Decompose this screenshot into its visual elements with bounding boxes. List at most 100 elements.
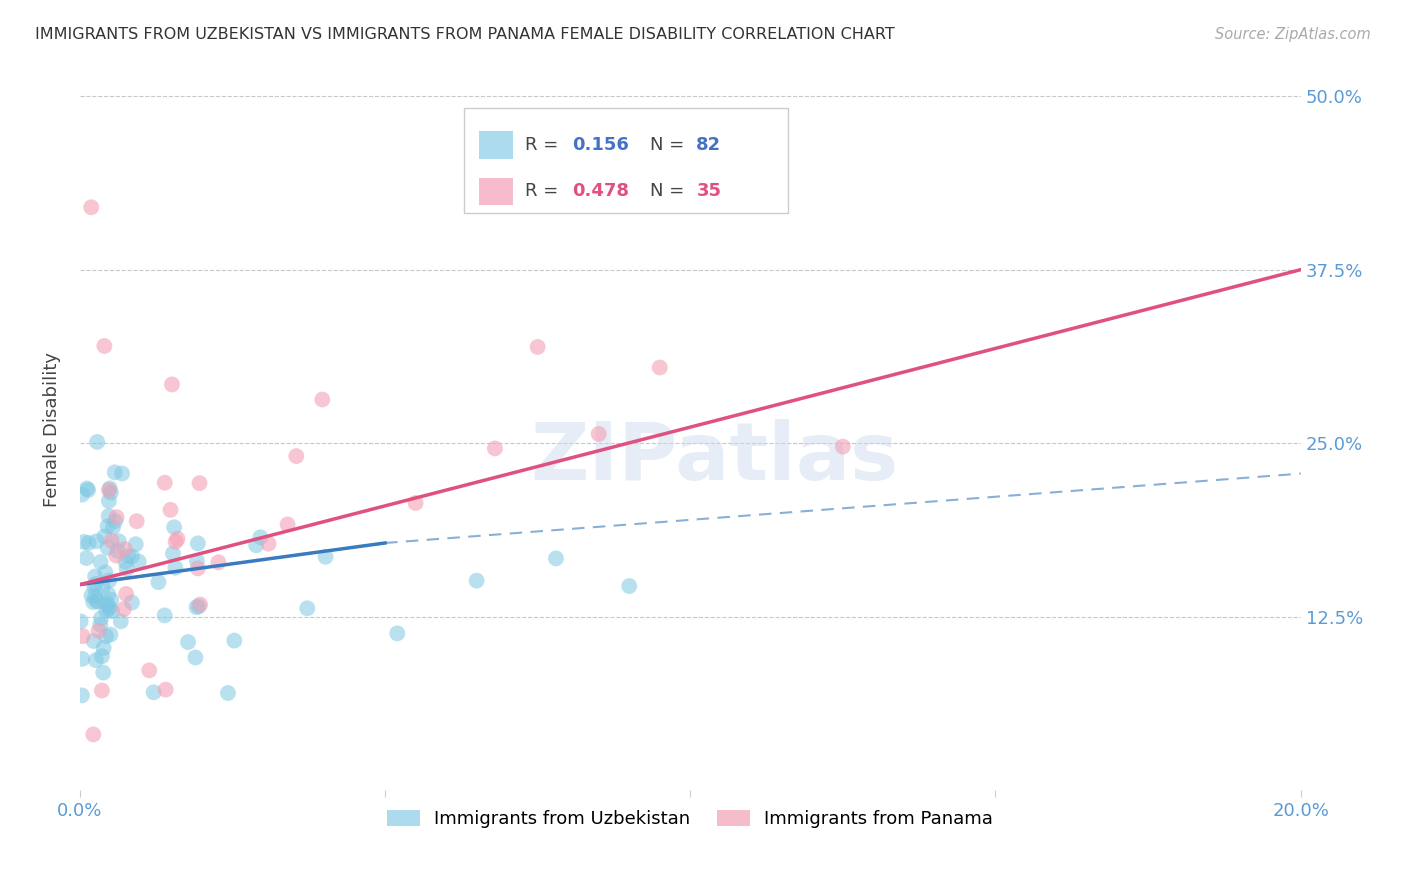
Point (100, 533, 122, 548)
Point (245, 538, 267, 552)
Point (84, 590, 107, 604)
Point (187, 561, 209, 575)
Point (387, 626, 409, 640)
Point (101, 520, 124, 534)
Point (207, 555, 229, 569)
Point (75, 551, 97, 566)
Point (121, 595, 143, 609)
Point (104, 466, 127, 480)
Point (217, 686, 239, 700)
Point (82, 727, 104, 741)
Point (277, 517, 299, 532)
Point (160, 377, 183, 392)
Point (121, 549, 143, 564)
Point (142, 685, 165, 699)
Point (105, 510, 128, 524)
Point (73, 535, 96, 549)
Point (77, 536, 100, 550)
Point (153, 608, 176, 623)
Point (315, 549, 337, 564)
Point (82, 595, 104, 609)
Point (91, 580, 114, 594)
Point (98, 601, 121, 615)
Point (86, 434, 108, 449)
Point (96, 597, 118, 611)
Point (128, 555, 150, 569)
Point (96, 604, 118, 618)
Point (187, 536, 209, 550)
Point (98, 574, 121, 588)
Point (224, 633, 246, 648)
Point (70, 652, 93, 666)
Point (465, 574, 488, 588)
Point (69, 615, 91, 629)
Point (100, 627, 122, 641)
Point (186, 600, 208, 615)
Point (117, 549, 139, 563)
Point (80, 200, 103, 214)
Point (83, 580, 105, 594)
Point (80, 589, 103, 603)
Point (405, 496, 427, 510)
Point (163, 520, 186, 534)
Point (90, 555, 112, 569)
Point (86, 534, 108, 549)
Point (165, 561, 187, 575)
Point (97, 494, 120, 508)
Point (831, 440, 853, 454)
Text: Source: ZipAtlas.com: Source: ZipAtlas.com (1215, 27, 1371, 42)
Point (544, 551, 567, 566)
Point (97, 519, 120, 533)
Point (72, 629, 94, 643)
Bar (479, 131, 513, 159)
Point (105, 549, 128, 563)
Point (114, 542, 136, 557)
Point (257, 537, 280, 551)
Text: 82: 82 (696, 136, 721, 154)
Point (94, 566, 117, 580)
Bar (464, 108, 787, 213)
Point (187, 599, 209, 614)
Point (249, 530, 271, 544)
Point (97, 483, 120, 498)
Point (125, 514, 148, 528)
Point (188, 598, 211, 612)
Text: 0.478: 0.478 (572, 182, 628, 200)
Point (97, 541, 120, 555)
Point (177, 635, 200, 649)
Point (84, 577, 107, 591)
Point (93, 339, 115, 353)
Point (97, 599, 120, 614)
Point (110, 615, 132, 629)
Point (526, 340, 548, 354)
Point (186, 554, 208, 568)
Point (111, 467, 134, 481)
Point (97, 587, 120, 601)
Point (112, 602, 135, 616)
Point (285, 449, 308, 463)
Y-axis label: Female Disability: Female Disability (44, 351, 60, 507)
Point (70, 689, 93, 703)
Point (101, 604, 124, 618)
Point (89, 617, 111, 632)
Point (108, 534, 131, 549)
Point (166, 532, 188, 546)
Point (84, 653, 107, 667)
Point (76, 482, 98, 496)
Legend: Immigrants from Uzbekistan, Immigrants from Panama: Immigrants from Uzbekistan, Immigrants f… (380, 802, 1001, 835)
Point (138, 664, 160, 678)
Text: N =: N = (650, 136, 690, 154)
Bar (479, 178, 513, 205)
Text: 0.156: 0.156 (572, 136, 628, 154)
Point (83, 634, 105, 648)
Point (107, 544, 129, 558)
Point (87, 594, 110, 608)
Text: R =: R = (526, 182, 564, 200)
Point (84, 593, 107, 607)
Point (97, 509, 120, 524)
Point (297, 601, 319, 615)
Point (70, 487, 93, 501)
Point (93, 640, 115, 655)
Point (125, 537, 148, 551)
Point (91, 665, 114, 680)
